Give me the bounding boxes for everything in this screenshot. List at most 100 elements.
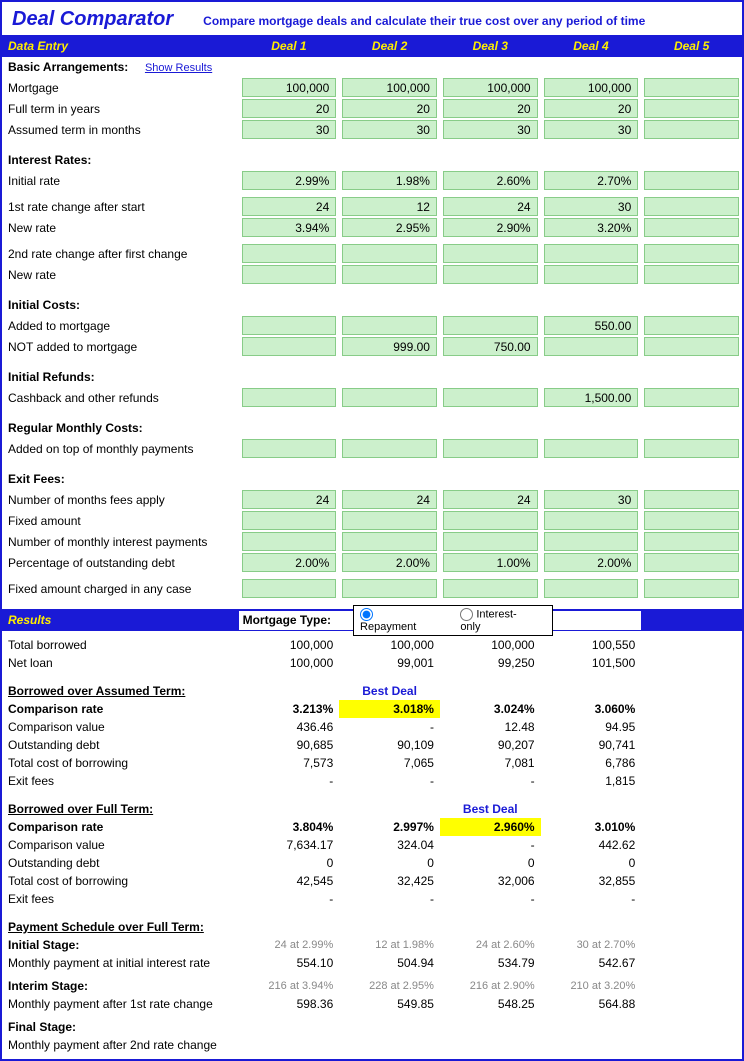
input-cell[interactable] — [641, 578, 742, 599]
input-cell[interactable]: 30 — [541, 489, 642, 510]
input-cell[interactable]: 30 — [541, 196, 642, 217]
input-cell[interactable] — [239, 531, 340, 552]
input-cell[interactable] — [339, 510, 440, 531]
input-cell[interactable] — [339, 531, 440, 552]
input-cell[interactable]: 2.95% — [339, 217, 440, 238]
input-cell[interactable]: 24 — [339, 489, 440, 510]
result-value: 32,425 — [339, 872, 440, 890]
input-cell[interactable] — [641, 217, 742, 238]
input-cell[interactable]: 3.20% — [541, 217, 642, 238]
deal-header-4: Deal 4 — [541, 35, 642, 57]
input-cell[interactable]: 1.98% — [339, 170, 440, 191]
best-deal-label: Best Deal — [440, 800, 541, 818]
input-cell[interactable] — [239, 315, 340, 336]
input-cell[interactable] — [239, 510, 340, 531]
input-cell[interactable] — [541, 438, 642, 459]
input-cell[interactable]: 24 — [239, 196, 340, 217]
input-cell[interactable] — [440, 438, 541, 459]
input-cell[interactable] — [541, 510, 642, 531]
input-cell[interactable]: 30 — [440, 119, 541, 140]
input-cell[interactable]: 100,000 — [541, 77, 642, 98]
input-cell[interactable]: 1,500.00 — [541, 387, 642, 408]
input-cell[interactable]: 12 — [339, 196, 440, 217]
payment-label: Monthly payment after 2nd rate change — [2, 1036, 239, 1054]
input-cell[interactable]: 30 — [339, 119, 440, 140]
input-cell[interactable]: 2.00% — [339, 552, 440, 573]
input-cell[interactable] — [440, 510, 541, 531]
input-cell[interactable] — [339, 315, 440, 336]
result-value: 324.04 — [339, 836, 440, 854]
input-cell[interactable] — [440, 387, 541, 408]
input-cell[interactable]: 2.99% — [239, 170, 340, 191]
input-cell[interactable] — [641, 264, 742, 285]
data-entry-header: Data EntryDeal 1Deal 2Deal 3Deal 4Deal 5 — [2, 35, 742, 57]
input-cell[interactable] — [541, 264, 642, 285]
input-cell[interactable] — [641, 387, 742, 408]
payment-label: Monthly payment after 1st rate change — [2, 995, 239, 1013]
input-cell[interactable]: 2.60% — [440, 170, 541, 191]
input-cell[interactable] — [641, 336, 742, 357]
input-cell[interactable] — [239, 438, 340, 459]
input-cell[interactable]: 20 — [440, 98, 541, 119]
input-cell[interactable]: 24 — [239, 489, 340, 510]
input-cell[interactable] — [641, 243, 742, 264]
input-cell[interactable] — [339, 387, 440, 408]
input-cell[interactable] — [641, 98, 742, 119]
input-cell[interactable] — [339, 438, 440, 459]
input-cell[interactable] — [440, 264, 541, 285]
input-cell[interactable]: 1.00% — [440, 552, 541, 573]
input-cell[interactable] — [239, 387, 340, 408]
input-cell[interactable]: 20 — [339, 98, 440, 119]
input-cell[interactable] — [339, 243, 440, 264]
input-cell[interactable]: 30 — [239, 119, 340, 140]
input-cell[interactable]: 750.00 — [440, 336, 541, 357]
input-cell[interactable] — [239, 243, 340, 264]
input-cell[interactable] — [641, 196, 742, 217]
result-value: 2.960% — [440, 818, 541, 836]
input-cell[interactable] — [641, 170, 742, 191]
input-cell[interactable] — [239, 578, 340, 599]
input-cell[interactable] — [641, 552, 742, 573]
input-cell[interactable]: 550.00 — [541, 315, 642, 336]
input-cell[interactable]: 2.90% — [440, 217, 541, 238]
input-cell[interactable] — [440, 315, 541, 336]
input-cell[interactable] — [541, 336, 642, 357]
radio-repayment[interactable]: Repayment — [360, 608, 416, 633]
input-cell[interactable] — [239, 336, 340, 357]
input-cell[interactable] — [440, 578, 541, 599]
input-cell[interactable] — [641, 77, 742, 98]
input-cell[interactable] — [641, 510, 742, 531]
result-value: - — [339, 890, 440, 908]
input-cell[interactable]: 100,000 — [339, 77, 440, 98]
input-cell[interactable] — [239, 264, 340, 285]
input-cell[interactable]: 20 — [239, 98, 340, 119]
result-value: 32,006 — [440, 872, 541, 890]
input-cell[interactable]: 2.00% — [239, 552, 340, 573]
input-cell[interactable]: 24 — [440, 196, 541, 217]
input-cell[interactable]: 30 — [541, 119, 642, 140]
input-cell[interactable]: 999.00 — [339, 336, 440, 357]
input-cell[interactable] — [440, 243, 541, 264]
payment-value: 504.94 — [339, 954, 440, 972]
radio-interest-only[interactable]: Interest-only — [460, 608, 518, 633]
input-cell[interactable]: 3.94% — [239, 217, 340, 238]
input-cell[interactable] — [440, 531, 541, 552]
input-cell[interactable] — [641, 119, 742, 140]
input-cell[interactable] — [641, 531, 742, 552]
input-cell[interactable] — [541, 578, 642, 599]
input-cell[interactable] — [339, 264, 440, 285]
input-cell[interactable]: 2.00% — [541, 552, 642, 573]
input-cell[interactable] — [641, 489, 742, 510]
input-cell[interactable]: 24 — [440, 489, 541, 510]
data-entry-label: Data Entry — [2, 35, 239, 57]
input-cell[interactable] — [641, 315, 742, 336]
input-cell[interactable]: 100,000 — [239, 77, 340, 98]
input-cell[interactable] — [641, 438, 742, 459]
input-cell[interactable]: 2.70% — [541, 170, 642, 191]
input-cell[interactable]: 100,000 — [440, 77, 541, 98]
input-cell[interactable] — [339, 578, 440, 599]
show-results-link[interactable]: Show Results — [145, 62, 212, 74]
input-cell[interactable] — [541, 531, 642, 552]
input-cell[interactable]: 20 — [541, 98, 642, 119]
input-cell[interactable] — [541, 243, 642, 264]
